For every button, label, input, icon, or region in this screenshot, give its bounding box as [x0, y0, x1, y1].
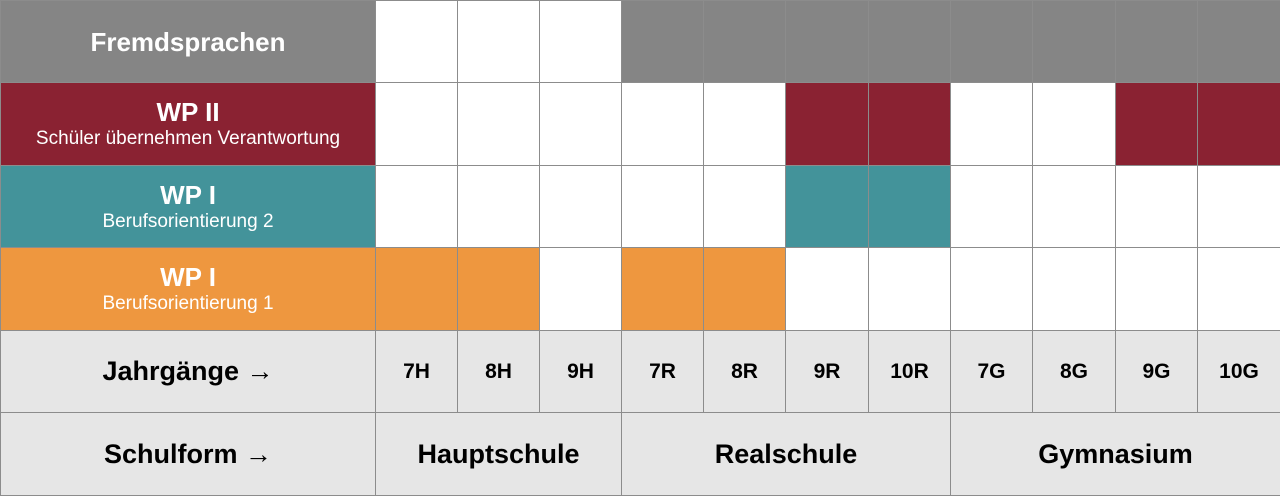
year-label: 9G — [1142, 359, 1171, 383]
year-label: 7G — [977, 359, 1006, 383]
grid-cell-wp1-bo1-7h — [375, 247, 458, 331]
grid-cell-wp2-10r — [868, 82, 951, 166]
grid-cell-fremdsprachen-9h — [539, 0, 622, 83]
schulform-name: Realschule — [714, 438, 858, 469]
row-title: WP I — [160, 262, 216, 292]
year-cell-10g: 10G — [1197, 330, 1280, 413]
year-label: 8H — [485, 359, 512, 383]
grid-cell-fremdsprachen-7g — [950, 0, 1033, 83]
row-label-wp1-bo2: WP I Berufsorientierung 2 — [0, 165, 376, 248]
grid-cell-fremdsprachen-10g — [1197, 0, 1280, 83]
row-label-wp1-bo1: WP I Berufsorientierung 1 — [0, 247, 376, 331]
grid-cell-wp1-bo1-10g — [1197, 247, 1280, 331]
grid-cell-wp2-7g — [950, 82, 1033, 166]
grid-cell-wp2-7h — [375, 82, 458, 166]
year-label: 10R — [890, 359, 929, 383]
year-cell-7r: 7R — [621, 330, 704, 413]
grid-cell-wp1-bo2-8r — [703, 165, 786, 248]
schulform-gymnasium: Gymnasium — [950, 412, 1280, 496]
row-title: WP I — [160, 179, 216, 210]
grid-cell-wp1-bo1-10r — [868, 247, 951, 331]
grid-cell-wp1-bo1-8g — [1032, 247, 1116, 331]
year-cell-8g: 8G — [1032, 330, 1116, 413]
year-label: 7H — [403, 359, 430, 383]
grid-cell-wp1-bo2-10r — [868, 165, 951, 248]
grid-cell-wp1-bo1-9h — [539, 247, 622, 331]
grid-cell-wp1-bo2-7r — [621, 165, 704, 248]
jahrgaenge-label: Jahrgänge → — [0, 330, 376, 413]
year-label: 8G — [1059, 359, 1088, 383]
schulform-label-text: Schulform → — [103, 438, 272, 469]
row-label-fremdsprachen: Fremdsprachen — [0, 0, 376, 83]
grid-cell-fremdsprachen-9g — [1115, 0, 1198, 83]
grid-cell-wp1-bo1-7r — [621, 247, 704, 331]
schulform-realschule: Realschule — [621, 412, 951, 496]
grid-cell-wp1-bo2-9g — [1115, 165, 1198, 248]
row-subtitle: Berufsorientierung 1 — [102, 293, 274, 314]
year-label: 7R — [649, 359, 676, 383]
grid-cell-wp2-8r — [703, 82, 786, 166]
grid-cell-fremdsprachen-8r — [703, 0, 786, 83]
grid-cell-wp1-bo1-9g — [1115, 247, 1198, 331]
grid-cell-fremdsprachen-7h — [375, 0, 458, 83]
year-cell-9g: 9G — [1115, 330, 1198, 413]
year-label: 8R — [731, 359, 758, 383]
grid-cell-wp1-bo2-9h — [539, 165, 622, 248]
year-cell-7g: 7G — [950, 330, 1033, 413]
jahrgaenge-label-text: Jahrgänge → — [102, 356, 274, 386]
grid-cell-wp2-9g — [1115, 82, 1198, 166]
year-cell-7h: 7H — [375, 330, 458, 413]
grid-cell-fremdsprachen-8g — [1032, 0, 1116, 83]
schulform-hauptschule: Hauptschule — [375, 412, 622, 496]
year-label: 9R — [813, 359, 841, 383]
grid-cell-wp1-bo1-7g — [950, 247, 1033, 331]
grid-cell-fremdsprachen-9r — [785, 0, 869, 83]
year-cell-9h: 9H — [539, 330, 622, 413]
grid-cell-wp1-bo2-9r — [785, 165, 869, 248]
grid-cell-wp2-8g — [1032, 82, 1116, 166]
year-label: 9H — [567, 359, 594, 383]
grid-cell-wp1-bo1-8r — [703, 247, 786, 331]
year-label: 10G — [1219, 359, 1259, 383]
row-title: Fremdsprachen — [90, 26, 286, 57]
grid-cell-wp1-bo1-9r — [785, 247, 869, 331]
grid-cell-wp1-bo2-7g — [950, 165, 1033, 248]
row-label-wp2: WP II Schüler übernehmen Verantwortung — [0, 82, 376, 166]
grid-cell-wp1-bo2-8h — [457, 165, 540, 248]
grid-cell-fremdsprachen-8h — [457, 0, 540, 83]
grid-cell-wp1-bo2-10g — [1197, 165, 1280, 248]
grid-cell-wp1-bo2-8g — [1032, 165, 1116, 248]
grid-cell-wp2-9h — [539, 82, 622, 166]
row-subtitle: Berufsorientierung 2 — [102, 210, 274, 232]
grid-cell-fremdsprachen-10r — [868, 0, 951, 83]
grid-cell-wp2-10g — [1197, 82, 1280, 166]
schulform-label: Schulform → — [0, 412, 376, 496]
year-cell-8h: 8H — [457, 330, 540, 413]
grid-cell-wp2-8h — [457, 82, 540, 166]
grid-cell-wp2-9r — [785, 82, 869, 166]
grid-cell-wp1-bo1-8h — [457, 247, 540, 331]
grid-cell-wp1-bo2-7h — [375, 165, 458, 248]
grid-cell-wp2-7r — [621, 82, 704, 166]
schulform-name: Hauptschule — [417, 438, 580, 469]
year-cell-8r: 8R — [703, 330, 786, 413]
year-cell-10r: 10R — [868, 330, 951, 413]
row-subtitle: Schüler übernehmen Verantwortung — [35, 128, 341, 149]
row-title: WP II — [156, 97, 220, 127]
grid-cell-fremdsprachen-7r — [621, 0, 704, 83]
schulform-name: Gymnasium — [1038, 438, 1193, 469]
year-cell-9r: 9R — [785, 330, 869, 413]
